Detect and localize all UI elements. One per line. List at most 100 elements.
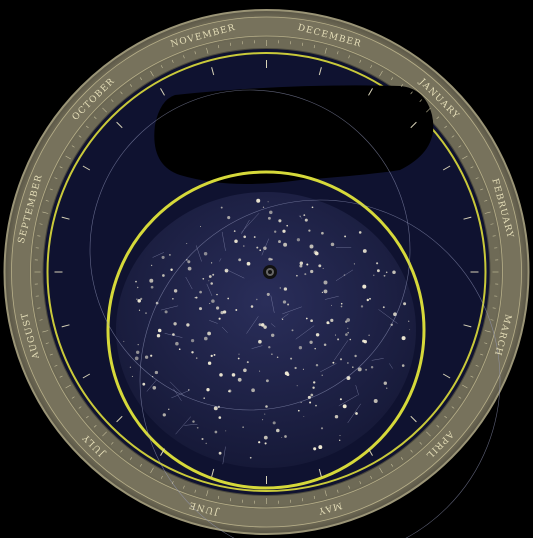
- star: [194, 297, 196, 299]
- star: [309, 340, 313, 344]
- date-tick: [49, 188, 53, 191]
- star: [210, 282, 213, 285]
- star: [191, 351, 194, 354]
- star: [383, 274, 386, 277]
- date-tick: [444, 125, 447, 129]
- hour-tick: [61, 324, 70, 328]
- date-tick: [39, 223, 43, 225]
- date-tick: [71, 145, 75, 148]
- star: [135, 350, 140, 355]
- star: [339, 358, 343, 361]
- constellation-segment: [282, 306, 302, 315]
- star: [309, 401, 312, 404]
- star: [219, 373, 223, 377]
- star: [203, 397, 205, 399]
- hour-tick: [61, 216, 70, 220]
- constellation-segment: [320, 363, 337, 373]
- constellation-segment: [324, 295, 339, 300]
- constellation-segment: [209, 320, 218, 324]
- date-tick: [470, 375, 474, 378]
- star: [187, 260, 191, 264]
- star: [353, 263, 355, 265]
- date-tick: [436, 116, 440, 119]
- star: [199, 290, 202, 294]
- star: [314, 347, 316, 350]
- date-tick: [458, 396, 462, 399]
- star: [123, 340, 125, 342]
- star: [382, 306, 385, 309]
- star: [137, 343, 139, 346]
- date-tick: [451, 135, 455, 138]
- date-tick: [54, 177, 58, 180]
- date-tick: [93, 425, 97, 428]
- date-tick: [484, 200, 488, 202]
- star: [401, 364, 405, 367]
- date-ticks: [34, 40, 499, 504]
- date-tick: [470, 166, 474, 169]
- date-tick: [348, 485, 350, 489]
- constellation-segment: [251, 345, 263, 349]
- star: [279, 287, 281, 289]
- star: [142, 382, 146, 386]
- hour-tick: [211, 468, 215, 477]
- star: [227, 216, 231, 220]
- date-tick: [370, 475, 373, 479]
- star: [235, 309, 238, 311]
- star: [308, 229, 311, 232]
- star: [369, 297, 371, 300]
- date-tick: [359, 59, 362, 63]
- constellation-segment: [261, 238, 270, 256]
- constellation-segment: [164, 333, 183, 338]
- date-tick: [370, 65, 373, 69]
- star: [150, 264, 153, 267]
- star: [259, 249, 262, 252]
- star: [312, 386, 315, 389]
- star: [208, 280, 210, 282]
- star: [164, 310, 168, 314]
- star: [305, 317, 308, 320]
- star: [129, 366, 132, 368]
- star: [238, 353, 240, 355]
- equator-line: [139, 199, 501, 538]
- star: [137, 299, 141, 303]
- star: [263, 325, 267, 329]
- star: [220, 310, 224, 315]
- star: [278, 240, 281, 244]
- star: [145, 312, 147, 314]
- star: [170, 268, 173, 271]
- star: [366, 298, 370, 302]
- star: [346, 318, 351, 322]
- date-tick: [462, 155, 468, 160]
- star: [258, 441, 261, 444]
- star: [323, 289, 328, 294]
- star: [362, 284, 367, 289]
- star-map[interactable]: [89, 89, 501, 538]
- star: [299, 261, 303, 265]
- date-tick: [65, 384, 71, 389]
- star: [282, 229, 286, 233]
- star: [291, 329, 294, 332]
- date-tick: [410, 91, 413, 95]
- date-tick: [78, 406, 82, 409]
- date-tick: [42, 330, 49, 333]
- star: [218, 416, 222, 419]
- date-tick: [139, 77, 143, 81]
- date-tick: [458, 145, 462, 148]
- constellation-segment: [270, 295, 275, 313]
- star: [195, 296, 198, 299]
- star: [347, 327, 349, 329]
- date-tick: [160, 475, 163, 479]
- date-tick: [484, 211, 491, 214]
- star: [237, 357, 240, 360]
- stars: [123, 198, 411, 459]
- star: [262, 206, 265, 208]
- star: [304, 218, 308, 222]
- star: [207, 361, 212, 365]
- date-tick: [419, 99, 422, 103]
- date-tick: [426, 107, 431, 113]
- date-tick: [42, 211, 49, 214]
- star: [187, 266, 192, 271]
- star: [136, 298, 138, 300]
- star: [276, 356, 279, 359]
